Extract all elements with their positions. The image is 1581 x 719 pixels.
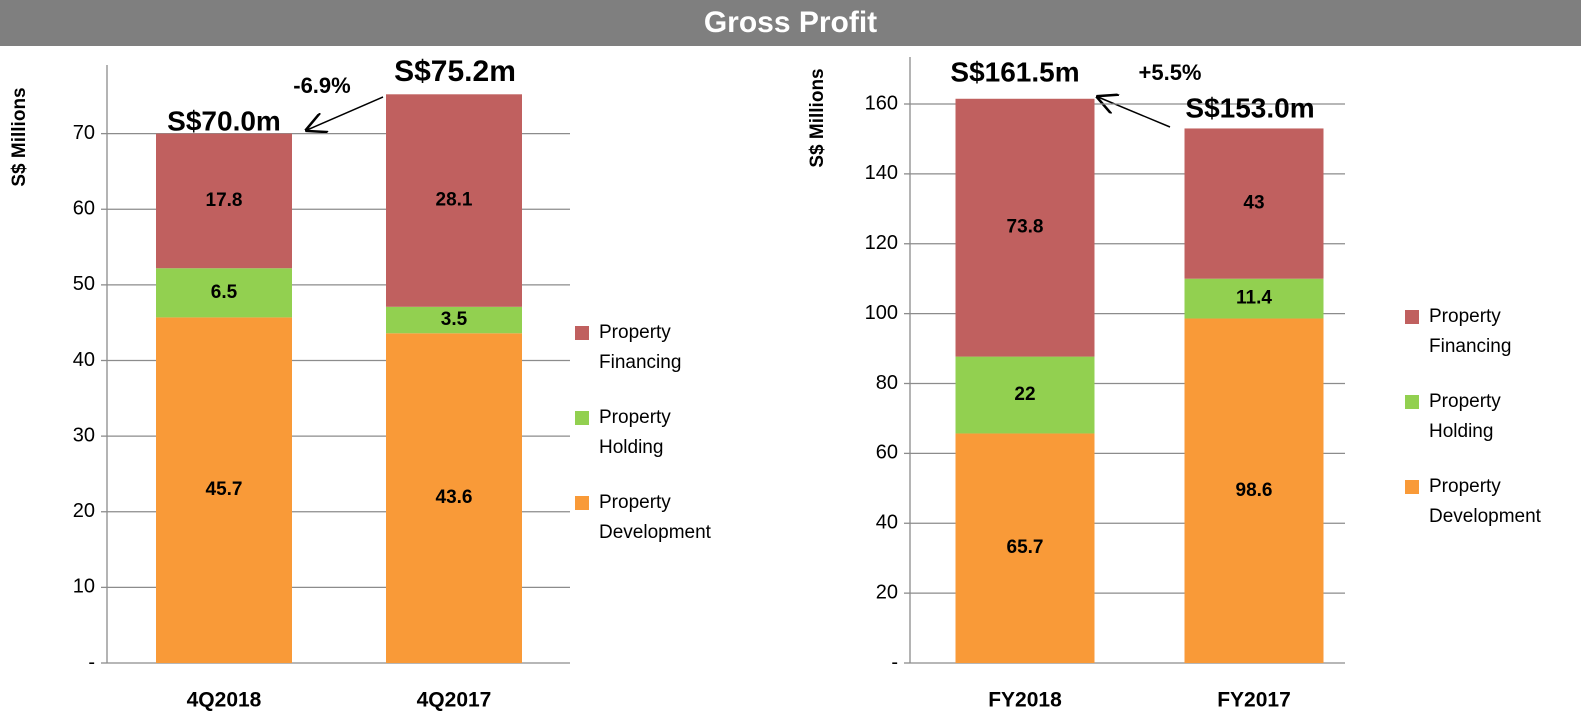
y-tick-label: 120	[865, 232, 898, 254]
annotation: S$161.5m	[950, 56, 1079, 87]
data-label: 28.1	[436, 190, 473, 211]
legend-item: Property Holding	[575, 403, 739, 463]
y-tick-label: 40	[876, 512, 898, 534]
y-tick-label: -	[891, 651, 898, 673]
data-label: 3.5	[441, 309, 468, 330]
bar-segment	[156, 317, 292, 663]
legend-label: Property Financing	[1429, 306, 1512, 357]
legend-swatch	[575, 496, 589, 510]
data-label: 17.8	[206, 190, 243, 211]
legend-swatch	[1405, 310, 1419, 324]
legend-swatch	[575, 326, 589, 340]
y-tick-label: 20	[876, 581, 898, 603]
bar-segment	[156, 133, 292, 269]
annotation: +5.5%	[1139, 60, 1202, 85]
y-axis-label: S$ Millions	[807, 68, 828, 167]
annotation: S$153.0m	[1185, 92, 1314, 123]
arrow	[307, 96, 384, 130]
data-label: 65.7	[1007, 537, 1044, 558]
annotation: -6.9%	[293, 73, 350, 98]
legend-item: Property Financing	[1405, 302, 1569, 362]
x-tick-label: FY2017	[1217, 689, 1291, 712]
bar-segment	[386, 306, 522, 334]
legend-swatch	[1405, 395, 1419, 409]
legend-item: Property Holding	[1405, 387, 1569, 447]
legend-item: Property Development	[575, 488, 739, 548]
bar-segment	[1184, 318, 1324, 663]
y-tick-label: -	[88, 651, 95, 673]
x-tick-label: 4Q2018	[187, 689, 262, 712]
annotation: S$75.2m	[394, 55, 516, 88]
bar-segment	[955, 356, 1095, 434]
bar-segment	[156, 268, 292, 318]
legend-swatch	[1405, 480, 1419, 494]
legend-label: Property Holding	[599, 407, 671, 458]
y-tick-label: 60	[73, 198, 95, 220]
annotation: S$70.0m	[167, 105, 281, 136]
data-label: 73.8	[1007, 217, 1044, 238]
legend-label: Property Development	[1429, 476, 1541, 527]
y-tick-label: 80	[876, 372, 898, 394]
legend-label: Property Financing	[599, 322, 682, 373]
data-label: 6.5	[211, 282, 238, 303]
x-tick-label: FY2018	[988, 689, 1062, 712]
y-tick-label: 30	[73, 424, 95, 446]
data-label: 11.4	[1236, 288, 1272, 309]
legend-label: Property Holding	[1429, 391, 1501, 442]
bar-segment	[1184, 128, 1324, 279]
x-tick-label: 4Q2017	[417, 689, 492, 712]
legend-item: Property Financing	[575, 318, 739, 378]
bar-segment	[386, 94, 522, 307]
data-label: 45.7	[206, 479, 243, 500]
arrow	[1098, 97, 1171, 128]
data-label: 98.6	[1236, 480, 1273, 501]
y-tick-label: 20	[73, 500, 95, 522]
y-tick-label: 60	[876, 442, 898, 464]
legend-item: Property Development	[1405, 472, 1569, 532]
data-label: 22	[1014, 384, 1035, 405]
y-tick-label: 140	[865, 162, 898, 184]
y-tick-label: 40	[73, 349, 95, 371]
y-axis-label: S$ Millions	[9, 87, 30, 186]
bar-segment	[955, 98, 1095, 357]
y-tick-label: 50	[73, 273, 95, 295]
bar-segment	[955, 433, 1095, 663]
title-bar: Gross Profit	[0, 0, 1581, 46]
legend-swatch	[575, 411, 589, 425]
data-label: 43.6	[436, 487, 473, 508]
data-label: 43	[1243, 193, 1264, 214]
bar-segment	[386, 333, 522, 663]
y-tick-label: 160	[865, 92, 898, 114]
y-tick-label: 10	[73, 576, 95, 598]
y-tick-label: 100	[865, 302, 898, 324]
legend-label: Property Development	[599, 492, 711, 543]
bar-segment	[1184, 278, 1324, 319]
y-tick-label: 70	[73, 122, 95, 144]
